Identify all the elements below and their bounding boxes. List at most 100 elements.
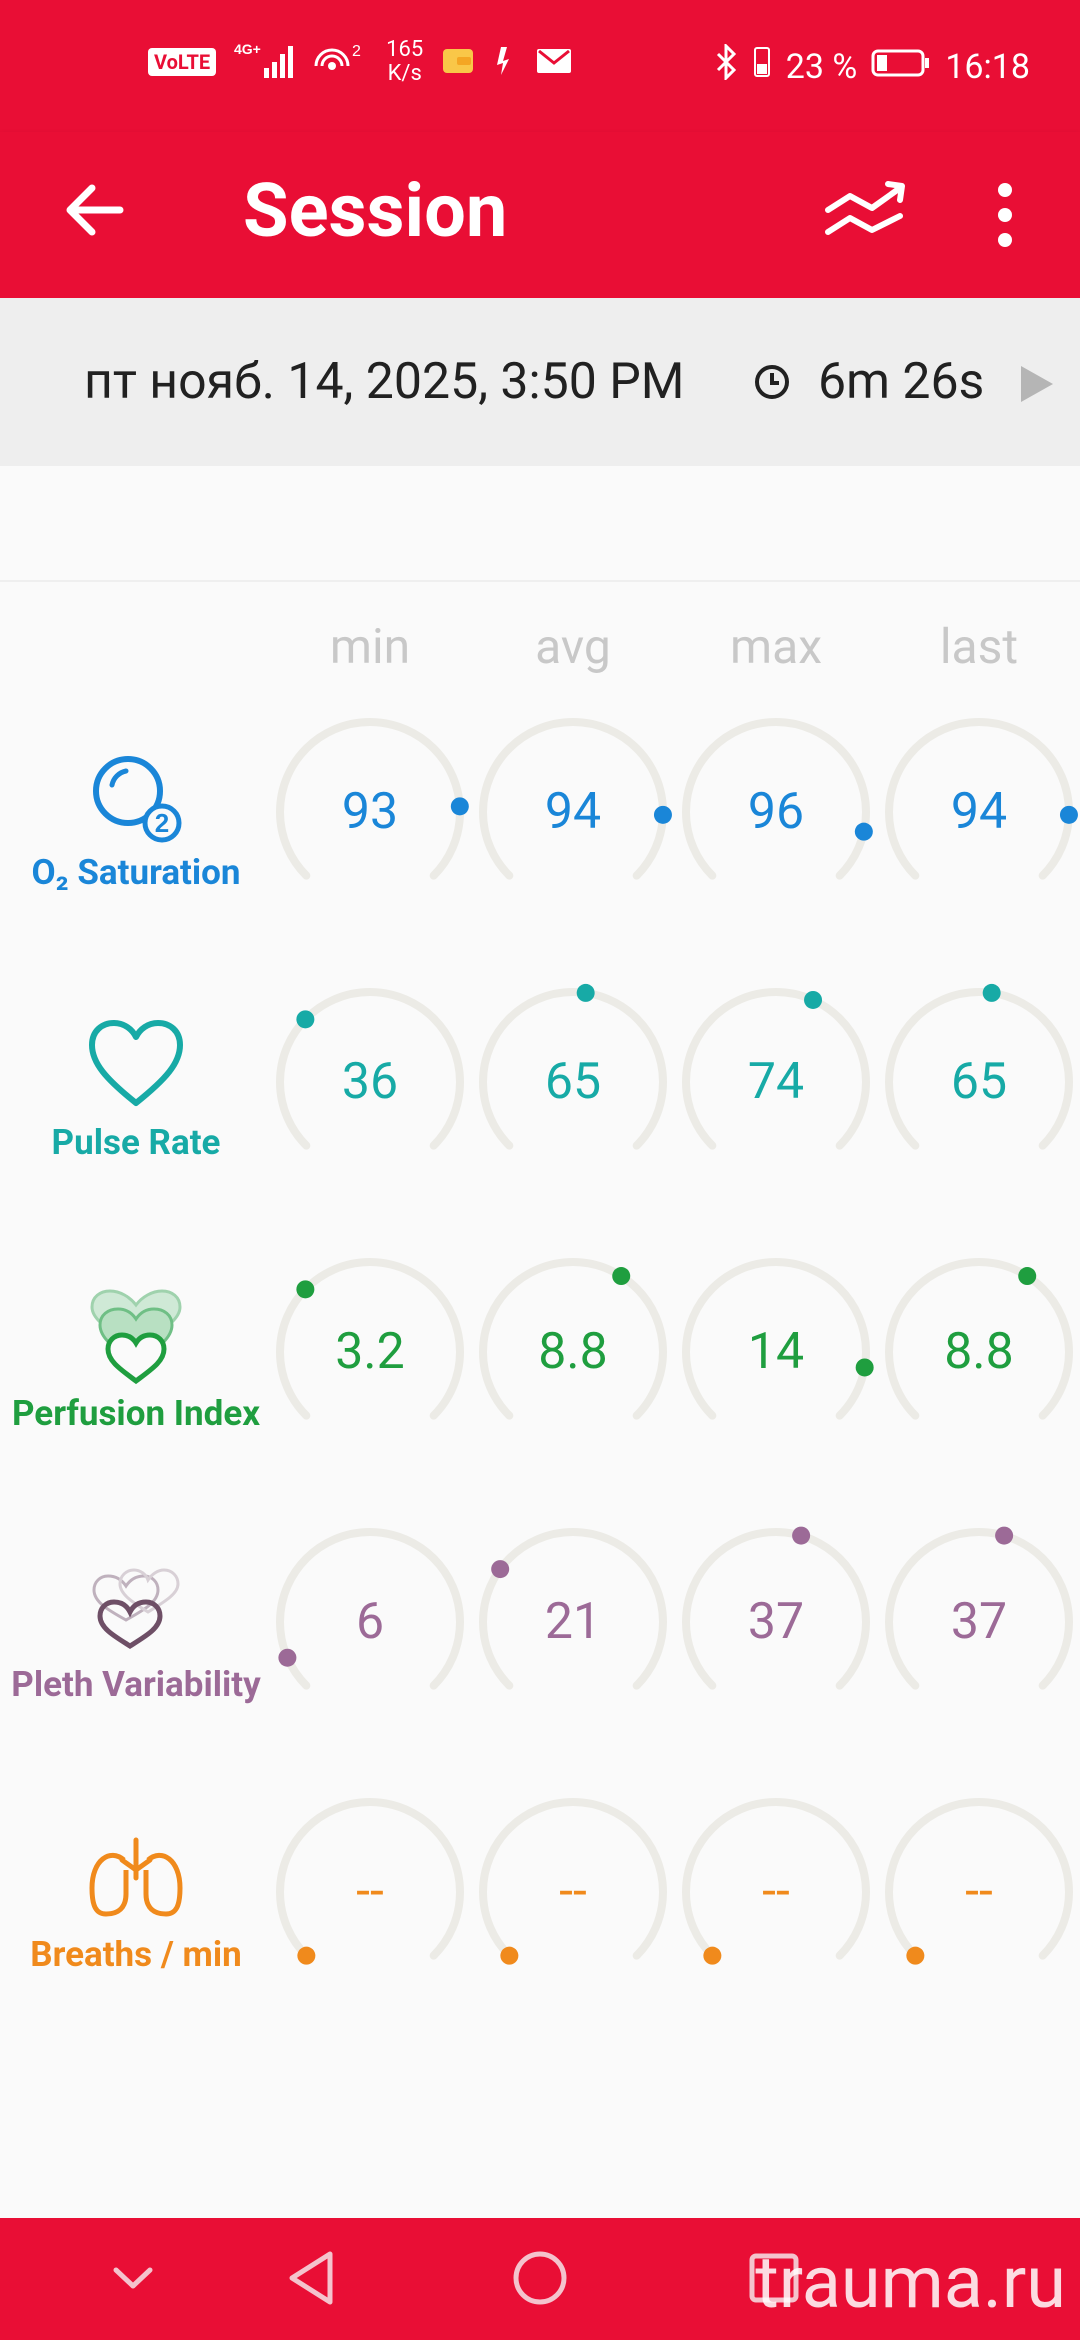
gauge-value: 65	[544, 1053, 602, 1111]
gauge-value: 94	[544, 783, 602, 841]
gauge-value: 6	[355, 1593, 385, 1651]
system-nav-bar	[0, 2218, 1080, 2340]
metric-label-breaths: Breaths / min	[30, 1934, 242, 1975]
gauge-1-min: 93	[270, 712, 470, 912]
gauge-2-max: 74	[676, 982, 876, 1182]
app-bar: Session	[0, 132, 1080, 298]
gauge-indicator-dot	[278, 1648, 297, 1667]
gauge-5-min: --	[270, 1792, 470, 1992]
recents-square-icon[interactable]	[744, 2248, 804, 2312]
gauge-indicator-dot	[500, 1946, 519, 1965]
gauge-4-avg: 21	[473, 1522, 673, 1722]
gauge-indicator-dot	[792, 1526, 811, 1545]
status-right: 23 % 16:18	[714, 42, 1030, 89]
gauge-1-avg: 94	[473, 712, 673, 912]
gauge-value: 8.8	[538, 1323, 608, 1381]
signal-icon: 4G+	[234, 40, 294, 84]
gauge-indicator-dot	[855, 1358, 874, 1377]
gauge-indicator-dot	[854, 822, 873, 841]
gauge-3-avg: 8.8	[473, 1252, 673, 1452]
gauge-4-max: 37	[676, 1522, 876, 1722]
network-speed: 165 K/s	[386, 38, 423, 86]
battery-percent: 23 %	[785, 46, 858, 87]
column-header-last: last	[939, 618, 1019, 675]
speed-unit: K/s	[387, 61, 422, 86]
gauge-2-last: 65	[879, 982, 1079, 1182]
back-triangle-icon[interactable]	[282, 2248, 342, 2312]
bluetooth-icon	[714, 42, 738, 89]
pleth-hearts-icon	[86, 1560, 186, 1660]
volte-badge: VoLTE	[148, 48, 217, 76]
gauge-4-last: 37	[879, 1522, 1079, 1722]
gauge-value: 96	[747, 783, 805, 841]
trend-icon[interactable]	[820, 162, 920, 262]
gauge-indicator-dot	[612, 1267, 631, 1286]
metric-label-pleth: Pleth Variability	[11, 1664, 261, 1705]
gauge-indicator-dot	[703, 1946, 722, 1965]
metric-label-pulse: Pulse Rate	[51, 1122, 221, 1163]
stacked-hearts-icon	[86, 1287, 186, 1387]
clock-time: 16:18	[945, 46, 1030, 87]
gauge-indicator-dot	[296, 1280, 315, 1299]
gauge-3-last: 8.8	[879, 1252, 1079, 1452]
viber-icon	[493, 43, 517, 81]
gauge-2-min: 36	[270, 982, 470, 1182]
more-vert-icon[interactable]	[985, 170, 1025, 260]
svg-text:2: 2	[155, 808, 169, 838]
status-bar: VoLTE 4G+ 2 165 K/s	[0, 0, 1080, 132]
gauge-indicator-dot	[653, 805, 672, 824]
o2-bubbles-icon: 2	[86, 745, 186, 845]
gauge-indicator-dot	[450, 797, 469, 816]
gauge-value: --	[356, 1863, 384, 1921]
gauge-2-avg: 65	[473, 982, 673, 1182]
gauge-value: 36	[341, 1053, 399, 1111]
arrow-back-icon[interactable]	[60, 170, 140, 250]
gauge-indicator-dot	[296, 1010, 315, 1029]
gauge-indicator-dot	[1059, 805, 1078, 824]
metric-label-perfusion: Perfusion Index	[11, 1393, 261, 1434]
gauge-4-min: 6	[270, 1522, 470, 1722]
play-icon[interactable]	[1017, 364, 1057, 408]
home-circle-icon[interactable]	[510, 2248, 570, 2312]
session-duration: 6m 26s	[818, 353, 985, 411]
gauge-3-min: 3.2	[270, 1252, 470, 1452]
speed-value: 165	[386, 37, 424, 62]
gauge-5-max: --	[676, 1792, 876, 1992]
gauge-value: 37	[950, 1593, 1008, 1651]
gauge-value: 37	[747, 1593, 805, 1651]
mail-icon	[535, 45, 573, 79]
page-title: Session	[243, 168, 508, 255]
heart-outline-icon	[86, 1015, 186, 1115]
gauge-indicator-dot	[804, 990, 823, 1009]
gauge-5-avg: --	[473, 1792, 673, 1992]
column-header-min: min	[329, 618, 411, 675]
gauge-3-max: 14	[676, 1252, 876, 1452]
gauge-indicator-dot	[906, 1946, 925, 1965]
gauge-value: 65	[950, 1053, 1008, 1111]
chevron-down-icon[interactable]	[108, 2258, 158, 2302]
clock-icon	[752, 362, 792, 406]
gauge-1-max: 96	[676, 712, 876, 912]
gauge-indicator-dot	[982, 983, 1001, 1002]
gauge-value: 3.2	[335, 1323, 405, 1381]
session-info-bar: пт нояб. 14, 2025, 3:50 PM 6m 26s	[0, 298, 1080, 466]
watermark-text: trauma.ru	[755, 2240, 1066, 2325]
gauge-value: 94	[950, 783, 1008, 841]
hotspot-count: 2	[352, 43, 361, 60]
lungs-icon	[86, 1830, 186, 1930]
gauge-value: 8.8	[944, 1323, 1014, 1381]
gauge-indicator-dot	[576, 983, 595, 1002]
session-date: пт нояб. 14, 2025, 3:50 PM	[84, 353, 685, 411]
gauge-indicator-dot	[995, 1526, 1014, 1545]
gauge-value: --	[965, 1863, 993, 1921]
column-header-max: max	[729, 618, 822, 675]
gauge-indicator-dot	[491, 1560, 510, 1579]
gauge-value: --	[559, 1863, 587, 1921]
gauge-5-last: --	[879, 1792, 1079, 1992]
gauge-1-last: 94	[879, 712, 1079, 912]
gauge-value: 14	[747, 1323, 805, 1381]
gauge-value: 74	[747, 1053, 805, 1111]
wallet-icon	[441, 45, 475, 79]
gauge-value: 93	[341, 783, 399, 841]
column-header-avg: avg	[535, 618, 611, 675]
